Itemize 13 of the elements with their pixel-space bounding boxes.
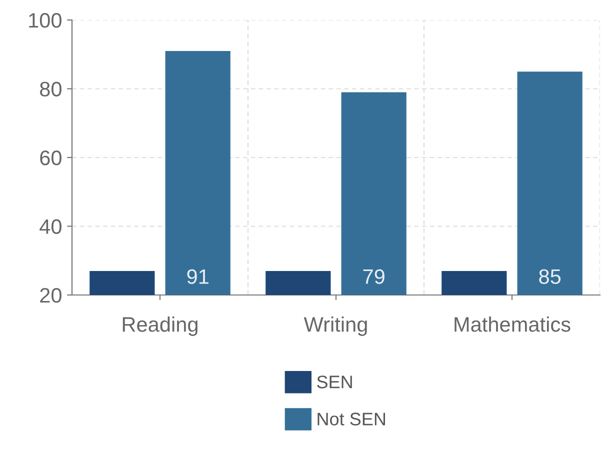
data-label: 79 — [363, 269, 384, 284]
y-tick-label: 100 — [29, 13, 62, 28]
y-tick-label: 40 — [40, 219, 62, 234]
data-label: 91 — [187, 269, 208, 284]
y-tick-label: 20 — [40, 288, 62, 303]
data-label: 85 — [539, 269, 561, 284]
legend-label: Not SEN — [318, 412, 385, 426]
x-tick-label: Reading — [122, 316, 198, 336]
legend-label: SEN — [317, 376, 352, 388]
x-tick-label: Writing — [304, 316, 367, 336]
y-tick-label: 60 — [40, 150, 62, 166]
x-tick-label: Mathematics — [454, 316, 570, 332]
y-tick-label: 80 — [40, 82, 62, 97]
